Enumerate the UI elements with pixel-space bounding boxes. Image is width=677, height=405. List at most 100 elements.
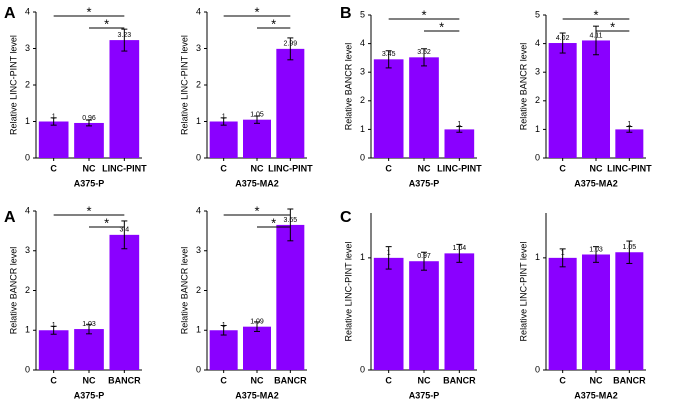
x-tick-label: NC [251, 375, 264, 385]
y-tick-label: 2 [196, 285, 201, 295]
x-tick-label: C [50, 163, 57, 173]
x-tick-label: NC [83, 375, 96, 385]
significance-star: * [254, 203, 259, 218]
y-axis-label: Relative BANCR level [343, 43, 353, 131]
bar [38, 330, 69, 370]
y-tick-label: 2 [25, 285, 30, 295]
bar [276, 224, 305, 370]
bar [209, 330, 238, 370]
x-axis-label: A375-P [409, 390, 440, 400]
y-tick-label: 0 [360, 364, 365, 374]
data-label: 2.99 [284, 41, 298, 48]
data-label: 4.02 [556, 35, 570, 42]
bar [373, 59, 404, 158]
y-tick-label: 4 [196, 6, 201, 16]
x-tick-label: C [385, 375, 392, 385]
data-label: 3.52 [417, 49, 431, 56]
y-tick-label: 3 [196, 245, 201, 255]
y-axis-label: Relative LINC-PINT level [179, 35, 189, 135]
x-tick-label: LINC-PINT [437, 163, 482, 173]
bar [109, 234, 140, 370]
x-tick-label: C [50, 375, 57, 385]
data-label: 1 [222, 322, 226, 329]
data-label: 1.03 [82, 321, 96, 328]
bar [373, 257, 404, 370]
x-axis-label: A375-P [74, 390, 105, 400]
x-tick-label: C [220, 163, 227, 173]
bar [38, 121, 69, 158]
significance-star: * [593, 7, 598, 22]
x-tick-label: NC [418, 163, 431, 173]
bar [276, 48, 305, 158]
x-tick-label: C [385, 163, 392, 173]
bar [615, 129, 644, 158]
y-tick-label: 2 [196, 79, 201, 89]
y-tick-label: 3 [25, 245, 30, 255]
x-tick-label: BANCR [108, 375, 141, 385]
significance-star: * [254, 4, 259, 19]
significance-star: * [271, 215, 276, 230]
y-axis-label: Relative BANCR level [518, 43, 528, 131]
data-label: 1 [222, 113, 226, 120]
y-tick-label: 4 [196, 205, 201, 215]
y-tick-label: 0 [25, 152, 30, 162]
y-tick-label: 2 [360, 95, 365, 105]
y-tick-label: 4 [25, 6, 30, 16]
panel-letter: C [340, 209, 352, 226]
x-tick-label: BANCR [613, 375, 646, 385]
x-tick-label: NC [590, 163, 603, 173]
y-tick-label: 3 [360, 67, 365, 77]
significance-star: * [104, 16, 109, 31]
y-tick-label: 1 [25, 325, 30, 335]
y-tick-label: 0 [196, 364, 201, 374]
bar [209, 121, 238, 158]
significance-star: * [86, 203, 91, 218]
bar [409, 57, 439, 158]
significance-star: * [86, 4, 91, 19]
bar [548, 43, 577, 158]
x-tick-label: NC [251, 163, 264, 173]
y-tick-label: 1 [196, 116, 201, 126]
x-tick-label: NC [83, 163, 96, 173]
y-tick-label: 1 [360, 252, 365, 262]
x-tick-label: LINC-PINT [102, 163, 147, 173]
x-axis-label: A375-P [74, 178, 105, 188]
data-label: 1 [52, 113, 56, 120]
x-tick-label: LINC-PINT [607, 163, 652, 173]
bar [444, 129, 475, 158]
data-label: 4.11 [589, 32, 602, 39]
y-tick-label: 4 [25, 205, 30, 215]
y-tick-label: 2 [535, 95, 540, 105]
y-axis-label: Relative BANCR level [8, 247, 18, 335]
x-tick-label: C [220, 375, 227, 385]
data-label: 3.65 [284, 217, 298, 224]
y-tick-label: 1 [535, 124, 540, 134]
significance-star: * [104, 215, 109, 230]
x-tick-label: NC [418, 375, 431, 385]
data-label: 0.96 [82, 115, 96, 122]
y-tick-label: 5 [360, 9, 365, 19]
bar [409, 261, 439, 370]
panel-letter: B [340, 5, 352, 22]
bar [548, 257, 577, 370]
y-tick-label: 3 [25, 43, 30, 53]
data-label: 1 [52, 322, 56, 329]
significance-star: * [271, 16, 276, 31]
x-axis-label: A375-MA2 [235, 178, 279, 188]
x-axis-label: A375-P [409, 178, 440, 188]
data-label: 3.45 [382, 51, 396, 58]
x-tick-label: BANCR [274, 375, 307, 385]
y-tick-label: 0 [535, 152, 540, 162]
data-label: 0.97 [417, 253, 431, 260]
x-axis-label: A375-MA2 [574, 178, 618, 188]
y-axis-label: Relative BANCR level [179, 247, 189, 335]
y-axis-label: Relative LINC-PINT level [343, 242, 353, 342]
data-label: 1.04 [453, 245, 467, 252]
y-tick-label: 1 [25, 116, 30, 126]
data-label: 1 [457, 121, 461, 128]
x-axis-label: A375-MA2 [235, 390, 279, 400]
significance-star: * [421, 7, 426, 22]
y-tick-label: 0 [196, 152, 201, 162]
y-tick-label: 0 [25, 364, 30, 374]
